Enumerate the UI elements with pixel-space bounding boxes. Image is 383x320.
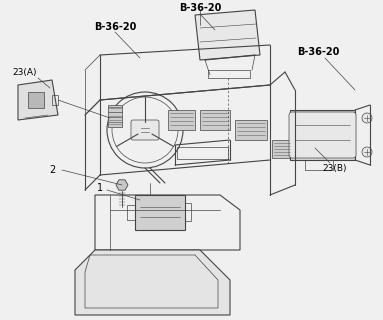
Polygon shape (75, 250, 230, 315)
Bar (177, 147, 228, 159)
Bar (235, 120, 267, 140)
Bar (127, 205, 135, 220)
Polygon shape (195, 10, 260, 60)
Bar (108, 105, 122, 127)
Bar (290, 110, 355, 160)
Bar (208, 70, 250, 78)
Bar (135, 195, 185, 230)
Text: B-36-20: B-36-20 (94, 22, 136, 32)
Text: B-36-20: B-36-20 (297, 47, 339, 57)
Circle shape (362, 147, 372, 157)
Bar (168, 110, 195, 130)
Text: 23(A): 23(A) (13, 68, 37, 77)
Bar (185, 203, 191, 221)
FancyBboxPatch shape (289, 112, 356, 158)
Circle shape (362, 113, 372, 123)
Text: B-36-20: B-36-20 (179, 3, 221, 13)
Bar (52, 95, 58, 105)
Bar (200, 110, 230, 130)
Polygon shape (18, 80, 58, 120)
FancyBboxPatch shape (131, 120, 159, 140)
Text: 2: 2 (49, 165, 55, 175)
Polygon shape (116, 180, 128, 190)
Bar (272, 140, 292, 158)
Bar (28, 92, 44, 108)
Text: 1: 1 (97, 183, 103, 193)
Text: 23(B): 23(B) (323, 164, 347, 172)
Bar (305, 160, 333, 170)
